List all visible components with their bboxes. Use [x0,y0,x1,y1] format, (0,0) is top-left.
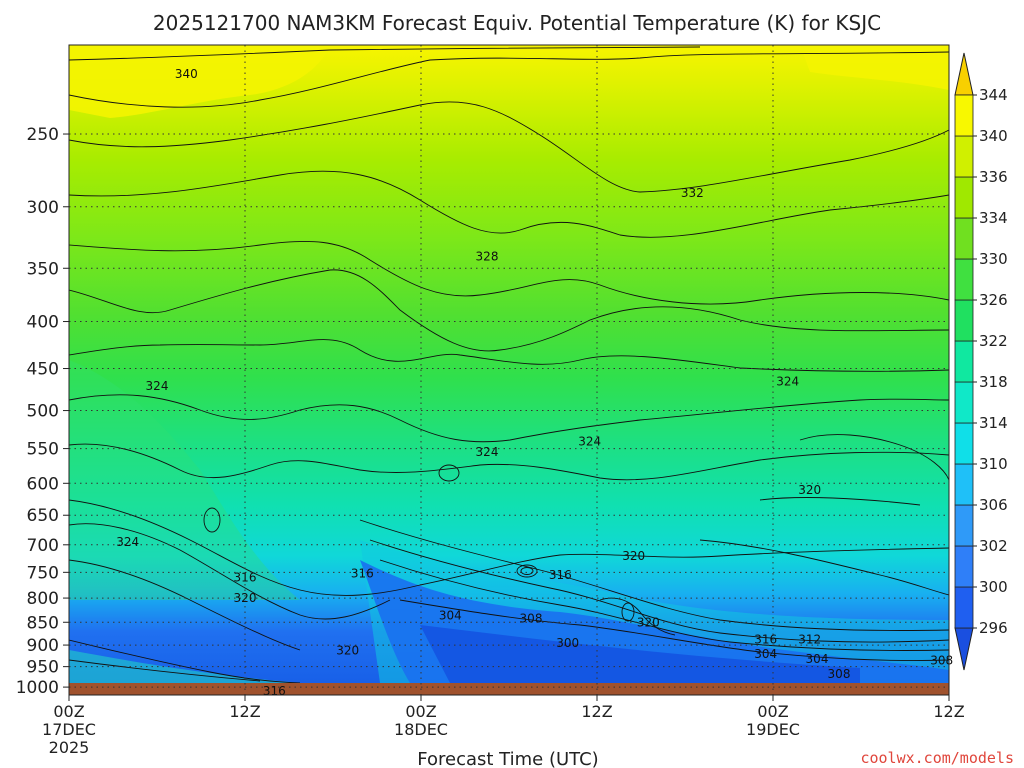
y-tick-label: 500 [27,402,59,422]
colorbar-segment [954,381,974,424]
colorbar-label: 300 [979,578,1008,596]
colorbar-label: 318 [979,373,1008,391]
colorbar-label: 310 [979,455,1008,473]
contour-label: 316 [234,571,257,585]
y-tick-label: 400 [27,313,59,333]
colorbar-segment [954,545,974,588]
contour-label: 316 [263,684,286,698]
colorbar: 296 300 302 306 310 314 318 322 326 330 334 336 340 3… [954,52,1008,671]
colorbar-segment [954,299,974,342]
contour-label: 324 [578,434,601,448]
colorbar-label: 322 [979,332,1008,350]
x-tick-label: 2025 [49,738,90,757]
plot-frame [68,44,950,696]
colorbar-segment [954,463,974,506]
y-tick-label: 550 [27,440,59,460]
y-tick-label: 600 [27,474,59,494]
contour-label: 304 [439,609,462,623]
colorbar-label: 306 [979,496,1008,514]
contour-labels: 340 332 328 324 324 324 324 324 320 316 316 316 320 3… [116,67,953,698]
y-tick-label: 950 [27,658,59,678]
colorbar-segment [954,176,974,219]
y-tick-label: 900 [27,636,59,656]
colorbar-label: 340 [979,127,1008,145]
field-features [69,45,949,683]
colorbar-label: 302 [979,537,1008,555]
y-tick-label: 850 [27,613,59,633]
x-tick-label: 00Z [53,702,84,721]
y-tick-label: 650 [27,506,59,526]
contour-label: 300 [556,636,579,650]
colorbar-segment [954,504,974,547]
y-tick-label: 1000 [16,678,59,698]
contour-label: 320 [622,549,645,563]
y-tick-label: 300 [27,198,59,218]
x-tick-label: 12Z [229,702,260,721]
colorbar-label: 330 [979,250,1008,268]
contour-label: 320 [798,483,821,497]
contour-label: 332 [681,186,704,200]
colorbar-label: 344 [979,86,1008,104]
x-tick-label: 12Z [581,702,612,721]
contour-label: 320 [637,615,660,629]
contour-label: 324 [776,375,799,389]
colorbar-min-arrow [954,627,974,671]
colorbar-segment [954,94,974,137]
colorbar-segment [954,422,974,465]
colorbar-segment [954,258,974,301]
x-axis-label: Forecast Time (UTC) [417,749,598,768]
contour-label: 316 [351,566,374,580]
colorbar-segment [954,217,974,260]
ground-strip [69,683,949,695]
x-tick-label: 19DEC [746,720,800,739]
y-axis: 250 300 350 400 450 500 550 600 650 700 750 800 850 9… [16,125,69,698]
contour-label: 304 [754,647,777,661]
contour-label: 316 [549,568,572,582]
colorbar-segment [954,340,974,383]
y-tick-label: 700 [27,536,59,556]
colorbar-segment [954,586,974,629]
contour-lines [69,46,949,683]
contour-label: 324 [116,535,139,549]
contour-label: 308 [930,653,953,667]
y-tick-label: 250 [27,125,59,145]
contour-label: 320 [336,643,359,657]
x-tick-label: 12Z [933,702,964,721]
contour-label: 320 [234,591,257,605]
x-tick-label: 17DEC [42,720,96,739]
colorbar-label: 296 [979,619,1008,637]
colorbar-max-arrow [954,52,974,96]
colorbar-label: 314 [979,414,1008,432]
contour-label: 324 [476,445,499,459]
contour-label: 340 [175,67,198,81]
contour-label: 324 [146,379,169,393]
chart-title: 2025121700 NAM3KM Forecast Equiv. Potent… [153,11,881,35]
x-tick-label: 18DEC [394,720,448,739]
contour-label: 304 [806,652,829,666]
x-tick-label: 00Z [757,702,788,721]
y-tick-label: 450 [27,360,59,380]
y-tick-label: 350 [27,259,59,279]
y-tick-label: 800 [27,589,59,609]
colorbar-label: 336 [979,168,1008,186]
x-tick-label: 00Z [405,702,436,721]
credit-text: coolwx.com/models [860,749,1014,767]
contour-label: 316 [754,633,777,647]
contour-label: 308 [520,611,543,625]
y-tick-label: 750 [27,563,59,583]
contour-label: 328 [476,250,499,264]
contour-label: 312 [798,633,821,647]
contour-label: 308 [828,667,851,681]
grid [69,45,949,695]
colorbar-segment [954,135,974,178]
colorbar-label: 334 [979,209,1008,227]
colorbar-label: 326 [979,291,1008,309]
